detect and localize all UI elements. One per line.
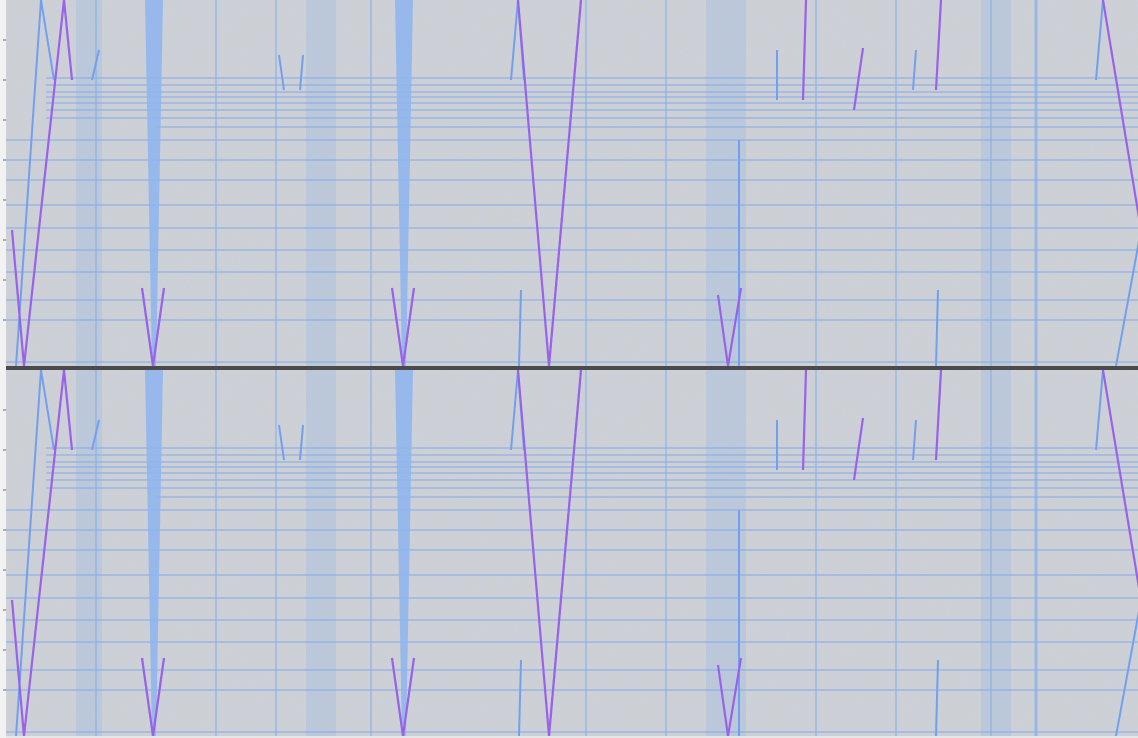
- spectrogram-view: [0, 0, 1138, 738]
- screen: (() => { const data = JSON.parse(documen…: [0, 0, 1138, 738]
- page: {} html, body { margin: 0; padding: 0; b…: [0, 0, 1138, 738]
- vertical-ruler: [0, 0, 6, 738]
- channel-separator: [0, 366, 1138, 370]
- channel-bottom: [6, 370, 1138, 736]
- channel-top: [6, 0, 1138, 366]
